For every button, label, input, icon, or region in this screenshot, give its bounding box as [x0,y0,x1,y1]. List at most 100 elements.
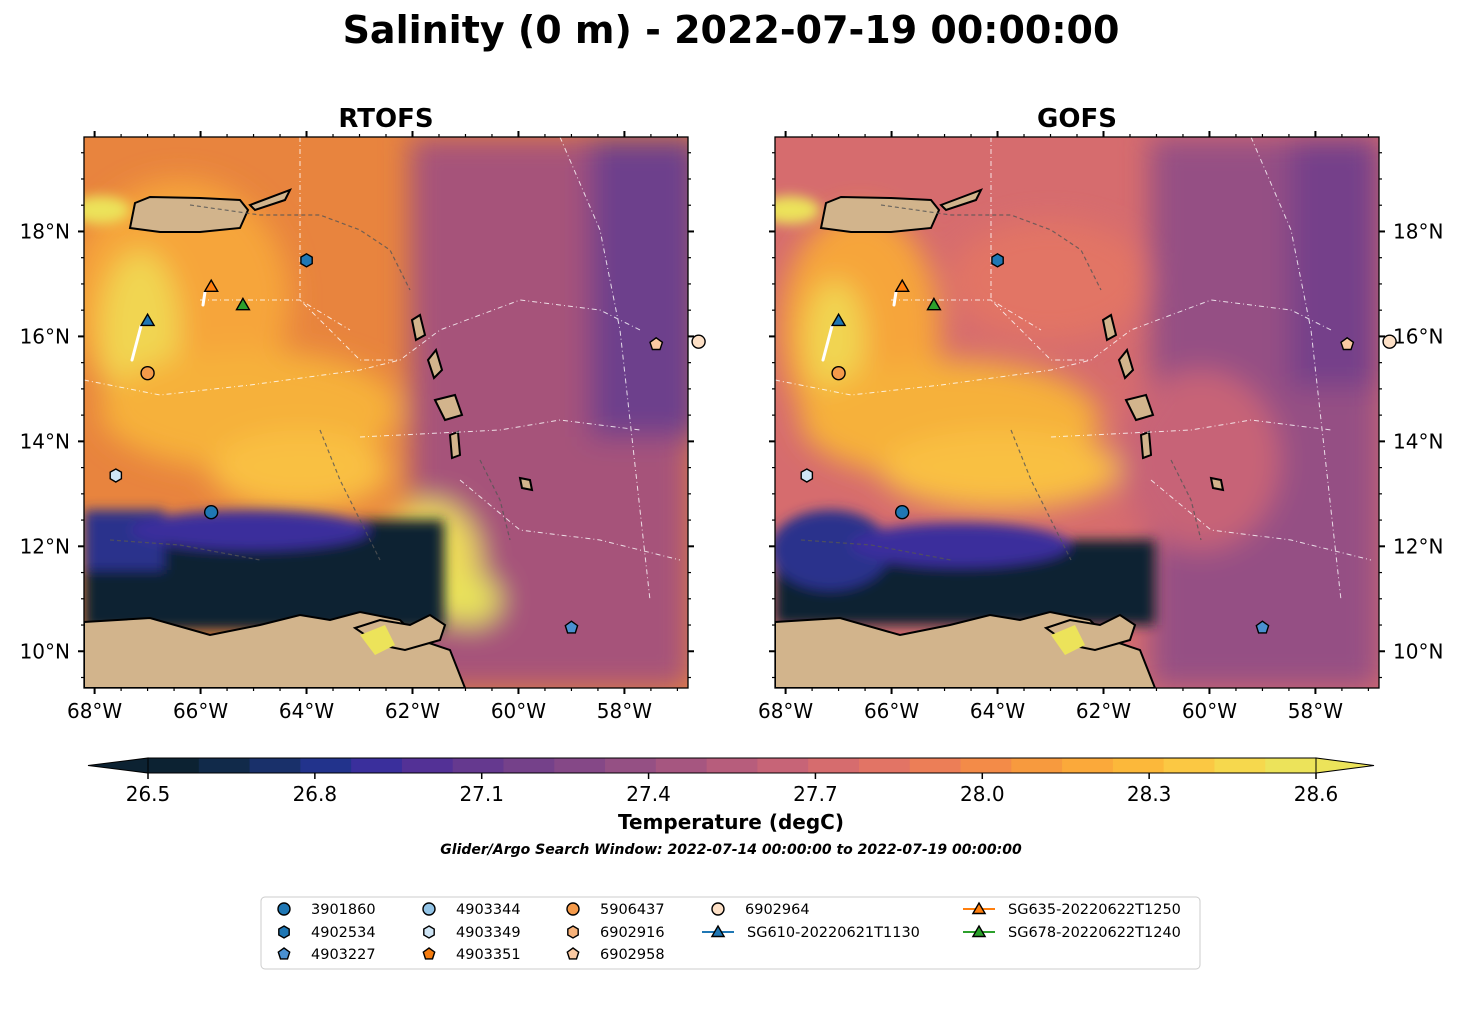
legend-label: 4903349 [456,925,521,941]
legend-label: 6902964 [745,902,810,918]
lat-tick-label: 12°N [1393,534,1443,558]
glider-tracks [130,290,898,362]
colorbar-segment [1011,758,1063,773]
map-marker-3901860 [894,505,910,520]
lon-tick-label: 64°W [970,699,1025,723]
legend-marker-SG635-20220622T1250 [971,901,987,915]
lon-tick-label: 58°W [597,699,652,723]
map-markers [109,252,1397,634]
map-marker-5906437 [831,365,846,381]
colorbar-segment [960,758,1012,773]
colorbar-extend-low [87,757,149,774]
lon-tick-label: 68°W [67,699,122,723]
legend-label: SG635-20220622T1250 [1008,902,1181,918]
legend-label: 4903227 [311,947,376,963]
map-marker-6902964 [691,334,706,349]
colorbar-segment [808,758,860,773]
figure-title: Salinity (0 m) - 2022-07-19 00:00:00 [343,8,1120,52]
legend-label: 4902534 [311,925,376,941]
search-window-note: Glider/Argo Search Window: 2022-07-14 00… [440,842,1022,858]
legend-label: SG678-20220622T1240 [1008,925,1181,941]
lat-tick-label: 10°N [1393,639,1443,663]
lon-tick-label: 66°W [173,699,228,723]
colorbar-segment [757,758,809,773]
colorbar-segment [909,758,962,773]
colorbar-segment [249,758,301,773]
lat-tick-label: 18°N [20,219,70,243]
legend-marker-5906437 [566,902,580,916]
legend-marker-4902534 [278,925,290,939]
colorbar-tick-label: 26.5 [126,782,171,806]
colorbar-tick-label: 28.0 [960,782,1005,806]
colorbar-tick-label: 27.7 [793,782,838,806]
lon-tick-label: 60°W [1182,699,1237,723]
legend-marker-6902964 [711,902,725,916]
colorbar-segment [300,758,352,773]
legend-label: 6902916 [600,925,665,941]
legend-label: 4903351 [456,947,521,963]
legend-label: 6902958 [600,947,665,963]
map-marker-4903227 [564,620,579,634]
colorbar-tick-label: 27.1 [459,782,504,806]
legend-marker-4903227 [277,947,291,960]
lon-tick-label: 60°W [491,699,546,723]
map-marker-5906437 [140,365,155,381]
colorbar-frame [147,757,1317,774]
legend-marker-4903344 [422,902,436,916]
colorbar-segment [605,758,657,773]
lat-tick-label: 16°N [1393,324,1443,348]
colorbar-extend-high [1315,757,1375,774]
map-marker-4903349 [800,468,814,483]
map-marker-SG635-20220622T1250 [894,278,910,292]
colorbar: 26.5 26.8 27.1 27.4 27.7 28.0 28.3 28.6 [87,757,1375,806]
colorbar-tick-label: 27.4 [626,782,671,806]
lat-tick-label: 14°N [20,429,70,453]
colorbar-segment [198,758,251,773]
map-panel-rtofs [84,137,688,688]
lon-tick-label: 68°W [758,699,813,723]
lat-tick-label: 16°N [20,324,70,348]
legend-label: 4903344 [456,902,521,918]
map-marker-6902958 [1340,336,1355,351]
colorbar-tick-label: 26.8 [293,782,338,806]
map-marker-3901860 [203,505,219,520]
map-panel-gofs [775,137,1379,688]
axis-ticks: 68°W 66°W 64°W 62°W 60°W 58°W 18°N 16°N 14°N 12°N… [20,131,1443,723]
lon-tick-label: 64°W [279,699,334,723]
map-marker-4902534 [300,252,313,268]
colorbar-segment [503,758,555,773]
map-marker-SG610-20220621T1130 [139,312,156,327]
colorbar-segment [1265,758,1317,773]
legend-label: SG610-20220621T1130 [747,925,920,941]
lon-tick-label: 66°W [864,699,919,723]
colorbar-segment [452,758,505,773]
lat-tick-label: 18°N [1393,219,1443,243]
colorbar-tick-label: 28.3 [1127,782,1172,806]
legend-label: 3901860 [311,902,376,918]
colorbar-segment [1112,758,1165,773]
colorbar-segment [554,758,606,773]
legend-marker-3901860 [277,902,291,916]
colorbar-segment [148,758,200,773]
legend-label: 5906437 [600,902,665,918]
colorbar-segment [706,758,758,773]
lon-tick-label: 62°W [1076,699,1131,723]
map-marker-SG635-20220622T1250 [203,278,219,292]
lon-tick-label: 58°W [1288,699,1343,723]
colorbar-segment [655,758,708,773]
legend-marker-SG610-20220621T1130 [710,924,726,938]
panel-title-rtofs: RTOFS [338,104,433,134]
legend-marker-6902958 [566,947,580,960]
colorbar-tick-label: 28.6 [1294,782,1339,806]
colorbar-segment [1214,758,1266,773]
map-marker-SG678-20220622T1240 [926,296,942,311]
map-marker-4903227 [1255,620,1270,634]
colorbar-segment [351,758,403,773]
legend-marker-4903349 [423,925,435,939]
map-marker-SG678-20220622T1240 [235,296,251,311]
legend-marker-4903351 [422,947,436,960]
lat-tick-label: 14°N [1393,429,1443,453]
lat-tick-label: 12°N [20,534,70,558]
lat-tick-label: 10°N [20,639,70,663]
